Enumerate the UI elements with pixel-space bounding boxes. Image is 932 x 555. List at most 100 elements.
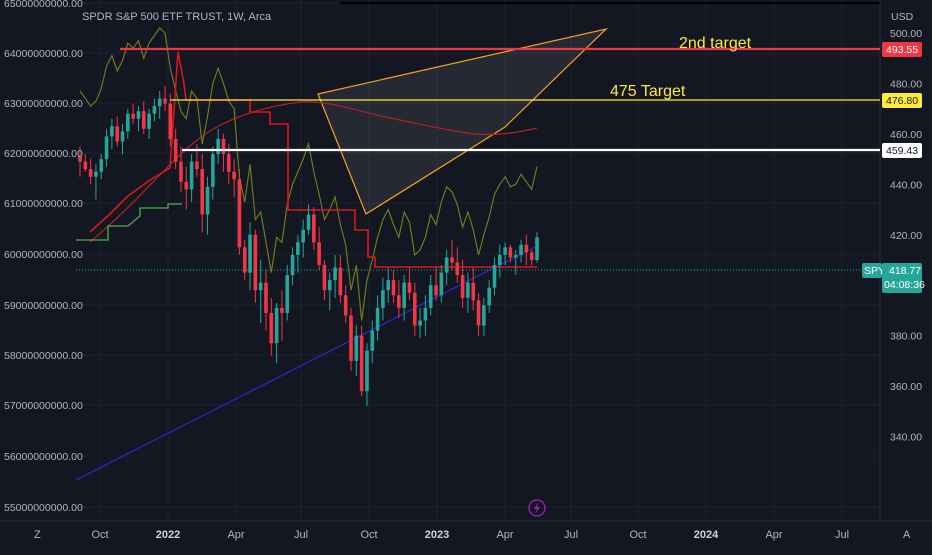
target-475-annotation[interactable]: 475 Target	[610, 83, 686, 100]
candle-body[interactable]	[285, 275, 290, 313]
candle-body[interactable]	[312, 214, 316, 243]
candle-body[interactable]	[200, 169, 205, 215]
candle-body[interactable]	[423, 307, 428, 321]
candle-body[interactable]	[120, 131, 125, 142]
candle-body[interactable]	[269, 312, 274, 344]
candle-body[interactable]	[221, 138, 226, 155]
candle-body[interactable]	[450, 257, 454, 263]
candle-body[interactable]	[375, 307, 380, 331]
candle-body[interactable]	[482, 305, 486, 326]
candle-body[interactable]	[184, 181, 189, 190]
candle-body[interactable]	[455, 262, 460, 276]
candle-body[interactable]	[444, 257, 449, 273]
candle-body[interactable]	[110, 126, 114, 137]
candle-body[interactable]	[460, 275, 465, 298]
candle-body[interactable]	[216, 138, 220, 155]
candle-body[interactable]	[301, 229, 305, 243]
second-target-annotation[interactable]: 2nd target	[679, 35, 752, 52]
candle-body[interactable]	[503, 247, 507, 255]
candle-body[interactable]	[498, 254, 502, 266]
candle-body[interactable]	[99, 159, 104, 172]
lightning-icon[interactable]	[528, 499, 546, 517]
candle-body[interactable]	[466, 282, 470, 298]
candle-body[interactable]	[333, 267, 337, 281]
candle-body[interactable]	[163, 98, 167, 104]
candle-body[interactable]	[439, 272, 444, 296]
candle-body[interactable]	[529, 252, 534, 260]
candle-body[interactable]	[513, 254, 518, 258]
candle-body[interactable]	[492, 265, 497, 288]
candle-body[interactable]	[365, 350, 369, 392]
candle-body[interactable]	[83, 161, 88, 170]
candle-body[interactable]	[418, 320, 422, 326]
candle-body[interactable]	[428, 285, 433, 308]
candle-body[interactable]	[524, 244, 529, 253]
candle-body[interactable]	[519, 244, 523, 255]
candle-body[interactable]	[104, 136, 109, 160]
candle-body[interactable]	[211, 154, 215, 187]
candle-body[interactable]	[264, 282, 268, 313]
candle-body[interactable]	[258, 282, 263, 291]
candle-body[interactable]	[205, 186, 210, 215]
candle-body[interactable]	[147, 113, 151, 129]
candle-body[interactable]	[434, 285, 438, 296]
candle-body[interactable]	[327, 280, 332, 291]
candle-body[interactable]	[115, 126, 119, 142]
candle-body[interactable]	[179, 161, 183, 182]
candle-body[interactable]	[508, 247, 513, 258]
candle-body[interactable]	[152, 106, 157, 114]
candle-body[interactable]	[487, 287, 491, 306]
candle-body[interactable]	[131, 113, 135, 119]
time-axis[interactable]: Oct 2022 Apr Jul Oct 2023 Apr Jul Oct 2024 Apr Jul	[91, 529, 849, 541]
candle-body[interactable]	[407, 282, 412, 293]
candle-body[interactable]	[290, 254, 295, 276]
candle-body[interactable]	[381, 290, 385, 308]
candle-body[interactable]	[94, 171, 98, 177]
candle-body[interactable]	[173, 138, 178, 162]
blue-trend-line[interactable]	[75, 246, 536, 481]
candle-body[interactable]	[141, 111, 146, 129]
zoom-button[interactable]: Z	[34, 529, 41, 541]
candle-body[interactable]	[343, 295, 348, 316]
price-candles[interactable]	[78, 85, 539, 407]
candle-body[interactable]	[253, 234, 258, 291]
candle-body[interactable]	[126, 113, 130, 132]
candle-body[interactable]	[402, 282, 406, 308]
candle-body[interactable]	[232, 171, 236, 180]
candle-body[interactable]	[349, 315, 353, 361]
candle-body[interactable]	[237, 179, 242, 248]
candle-body[interactable]	[386, 280, 391, 291]
candle-body[interactable]	[359, 335, 364, 392]
candle-body[interactable]	[78, 156, 82, 162]
rising-wedge-pattern[interactable]	[317, 27, 608, 215]
candle-body[interactable]	[397, 295, 401, 308]
candle-body[interactable]	[317, 242, 321, 266]
badge-476-text: 476.80	[886, 95, 918, 107]
candle-body[interactable]	[354, 335, 359, 361]
candle-body[interactable]	[306, 214, 311, 230]
candle-body[interactable]	[338, 267, 343, 296]
candle-body[interactable]	[157, 98, 162, 107]
candle-body[interactable]	[280, 307, 284, 313]
candle-body[interactable]	[412, 292, 417, 326]
candle-body[interactable]	[322, 265, 327, 291]
candle-body[interactable]	[274, 307, 279, 344]
candle-body[interactable]	[535, 237, 539, 260]
candle-body[interactable]	[88, 169, 93, 177]
candle-body[interactable]	[476, 300, 481, 326]
candle-body[interactable]	[168, 103, 173, 139]
candle-body[interactable]	[136, 111, 141, 119]
candle-body[interactable]	[242, 247, 247, 273]
auto-scale-button[interactable]: A	[903, 529, 911, 541]
candle-body[interactable]	[248, 234, 252, 273]
candle-body[interactable]	[391, 280, 396, 296]
candle-body[interactable]	[189, 161, 194, 190]
candle-body[interactable]	[226, 154, 231, 172]
candle-body[interactable]	[195, 161, 199, 170]
candle-body[interactable]	[296, 242, 300, 255]
candle-body[interactable]	[471, 282, 476, 301]
candle-body[interactable]	[370, 330, 375, 351]
price-axis[interactable]: 500.00480.00460.00440.00420.00400.00380.…	[890, 28, 922, 444]
